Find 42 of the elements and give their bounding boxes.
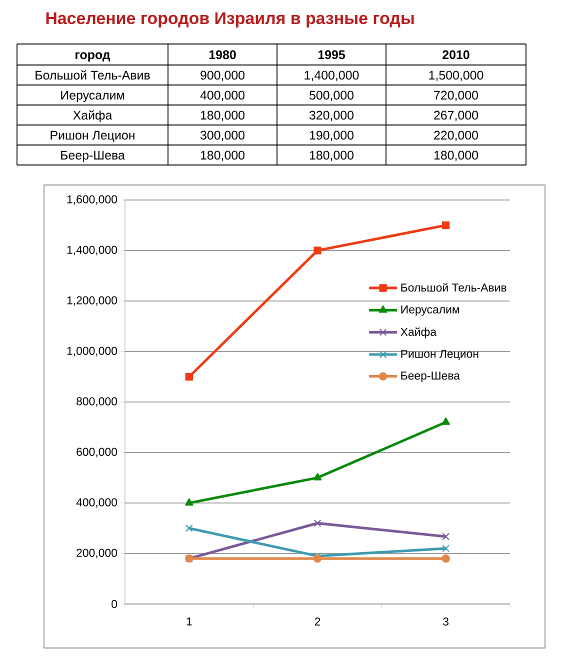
y-tick-label: 1,200,000 xyxy=(67,296,118,306)
y-tick-label: 1,400,000 xyxy=(67,246,118,256)
data-label: 180,000 xyxy=(200,150,245,162)
data-label: 180,000 xyxy=(434,150,478,162)
text: Большой Тель-Авив xyxy=(36,70,150,80)
data-label: 267,000 xyxy=(434,110,478,122)
data-label: 400,000 xyxy=(200,90,245,102)
x-tick-label: 1 xyxy=(186,618,192,626)
y-tick-label: 800,000 xyxy=(76,397,118,407)
data-label: 900,000 xyxy=(200,70,245,82)
text: 2010 xyxy=(442,50,470,60)
text: Хайфа xyxy=(73,110,112,122)
y-tick-label: 0 xyxy=(112,600,118,608)
text: Иерусалим xyxy=(61,90,124,102)
data-label: 220,000 xyxy=(434,130,478,142)
data-label: 720,000 xyxy=(434,90,478,102)
y-tick-label: 1,000,000 xyxy=(67,346,118,356)
y-tick-label: 600,000 xyxy=(76,448,118,458)
data-label: 500,000 xyxy=(309,90,354,102)
text: Беер-Шева xyxy=(61,150,125,162)
legend-label: Беер-Шева xyxy=(401,372,460,382)
y-tick-label: 400,000 xyxy=(76,498,118,508)
data-label: 1,400,000 xyxy=(304,70,359,82)
y-tick-label: 1,600,000 xyxy=(67,195,118,205)
data-label: 190,000 xyxy=(310,130,354,142)
text: город xyxy=(76,52,110,62)
data-label: 180,000 xyxy=(310,150,354,162)
legend-label: Ришон Лецион xyxy=(401,350,478,360)
legend-label: Большой Тель-Авив xyxy=(401,282,506,292)
data-label: 320,000 xyxy=(309,110,354,122)
legend-label: Хайфа xyxy=(400,327,437,338)
x-tick-label: 2 xyxy=(314,618,320,626)
data-label: 180,000 xyxy=(200,110,245,122)
data-label: 1,500,000 xyxy=(429,70,484,82)
text: 1995 xyxy=(318,50,345,60)
x-tick-label: 3 xyxy=(443,618,449,626)
text: 1980 xyxy=(209,50,236,60)
legend-label: Иерусалим xyxy=(401,305,460,316)
chart-title: Население городов Израиля в разные годы xyxy=(46,12,414,28)
text: Ришон Лецион xyxy=(50,130,134,142)
data-label: 300,000 xyxy=(200,130,245,142)
y-tick-label: 200,000 xyxy=(76,548,118,558)
